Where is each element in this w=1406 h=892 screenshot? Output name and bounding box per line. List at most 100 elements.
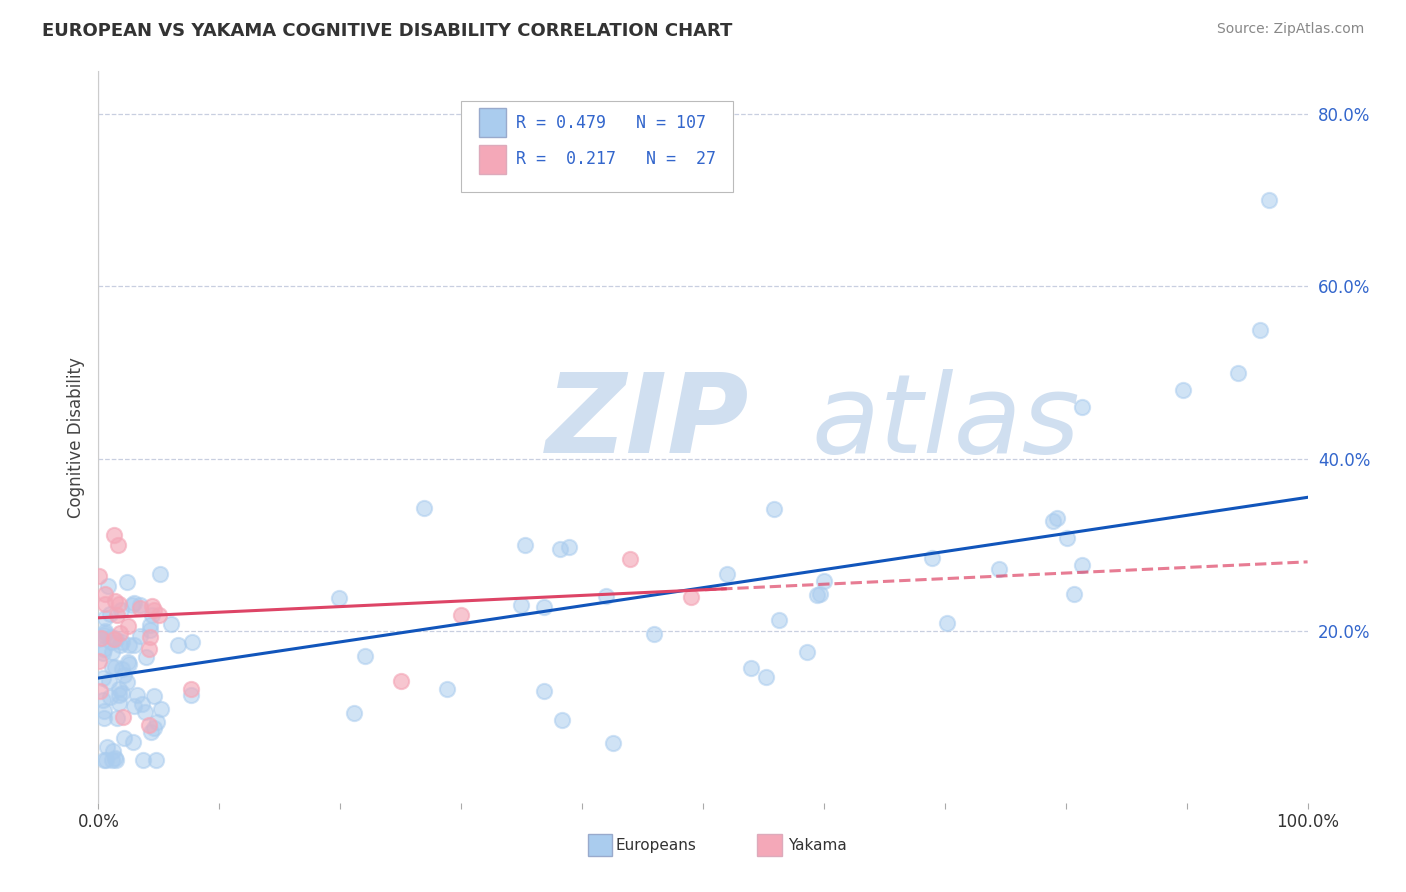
Point [1250,322,1272,336]
Point [108,625,131,640]
Point [97,579,120,593]
Point [108,638,131,652]
Text: Source: ZipAtlas.com: Source: ZipAtlas.com [1216,22,1364,37]
Point [160,617,183,632]
Point [1042,514,1064,528]
Text: atlas: atlas [811,369,1080,476]
Point [643,627,665,641]
Text: Yakama: Yakama [787,838,846,853]
Point [141,599,163,614]
Point [1070,558,1092,572]
Point [128,629,150,643]
Point [796,645,818,659]
Point [142,690,165,704]
Point [558,541,581,555]
Point [108,696,131,710]
Point [104,750,127,764]
Point [128,600,150,615]
Point [100,635,122,649]
Point [149,566,172,581]
Point [122,596,145,610]
Point [101,744,124,758]
Bar [758,834,782,856]
Point [138,642,160,657]
Point [810,586,832,600]
Point [1258,194,1281,208]
Point [108,682,131,697]
Point [107,538,129,552]
Point [93,711,115,725]
Point [131,753,153,767]
Text: EUROPEAN VS YAKAMA COGNITIVE DISABILITY CORRELATION CHART: EUROPEAN VS YAKAMA COGNITIVE DISABILITY … [42,22,733,40]
Point [101,659,124,673]
Point [510,598,533,612]
Point [768,613,790,627]
Point [107,688,129,702]
Point [139,618,162,632]
Point [107,597,129,611]
FancyBboxPatch shape [461,101,734,192]
Point [112,710,135,724]
Point [117,574,139,589]
Point [105,608,128,623]
Point [94,587,117,601]
Point [138,718,160,732]
Point [104,659,127,673]
Point [1063,587,1085,601]
Point [93,753,115,767]
Point [1056,532,1078,546]
Point [139,623,162,637]
Point [128,598,150,612]
Point [93,626,115,640]
Point [343,706,366,720]
Point [122,734,145,748]
Point [143,603,166,617]
Point [139,630,162,644]
Point [716,567,738,582]
Text: ZIP: ZIP [546,369,749,476]
Point [101,753,124,767]
Point [122,698,145,713]
Point [118,638,141,652]
Point [533,600,555,615]
Point [91,692,114,706]
Point [101,631,124,645]
Point [134,705,156,719]
Point [180,681,202,696]
Point [533,683,555,698]
Point [96,739,118,754]
Point [619,551,641,566]
Point [112,668,135,682]
Bar [479,145,506,174]
Point [111,635,134,649]
Point [166,638,188,652]
Point [436,681,458,696]
Point [148,607,170,622]
Point [135,649,157,664]
Point [98,690,121,705]
Point [389,674,412,689]
Point [122,638,145,652]
Text: R =  0.217   N =  27: R = 0.217 N = 27 [516,150,716,168]
Point [94,611,117,625]
Point [813,574,835,588]
Point [115,674,138,689]
Point [105,753,128,767]
Bar [588,834,613,856]
Point [111,662,134,676]
Point [93,704,115,718]
Point [145,753,167,767]
Point [551,713,574,727]
Point [450,607,472,622]
Point [806,588,828,602]
Point [105,632,128,647]
Point [515,538,537,552]
Point [94,598,117,612]
Point [112,731,135,745]
Point [94,753,117,767]
Point [93,671,115,685]
Point [90,631,112,645]
Text: R = 0.479   N = 107: R = 0.479 N = 107 [516,113,706,131]
Point [1171,383,1194,397]
Point [987,562,1010,576]
